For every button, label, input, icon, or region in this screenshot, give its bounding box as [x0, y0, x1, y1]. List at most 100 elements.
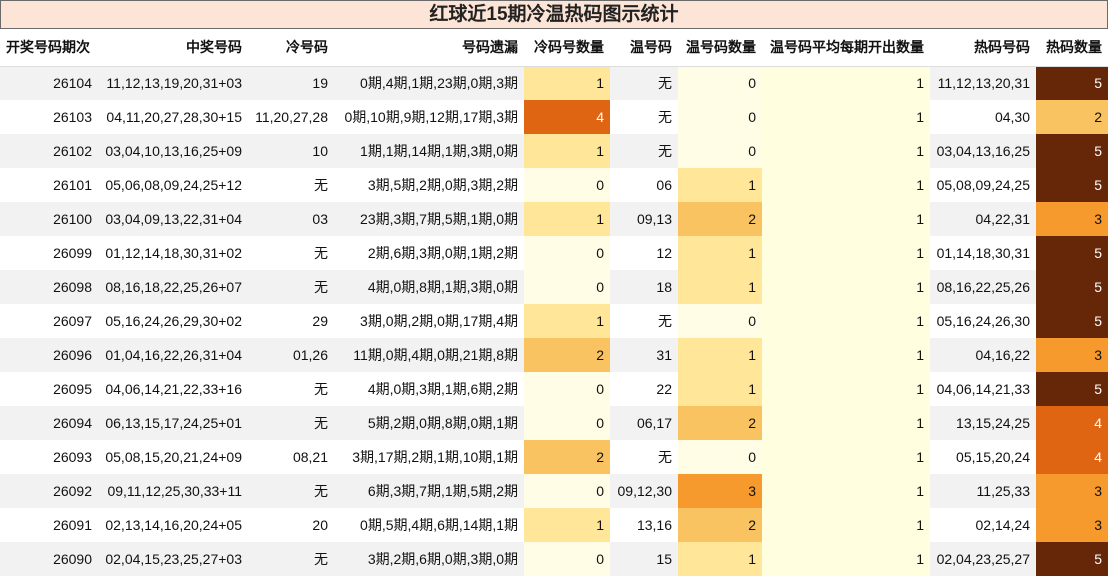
- winning-numbers-cell: 04,06,14,21,22,33+16: [98, 372, 248, 406]
- warm-average-cell: 1: [762, 406, 930, 440]
- warm-numbers-cell: 无: [610, 66, 678, 100]
- cold-count-cell: 1: [524, 304, 610, 338]
- winning-numbers-cell: 05,16,24,26,29,30+02: [98, 304, 248, 338]
- hot-numbers-cell: 08,16,22,25,26: [930, 270, 1036, 304]
- cold-count-cell: 4: [524, 100, 610, 134]
- cold-numbers-cell: 03: [248, 202, 334, 236]
- table-row: 26098 08,16,18,22,25,26+07 无 4期,0期,8期,1期,3期…: [0, 270, 1108, 304]
- winning-numbers-cell: 01,04,16,22,26,31+04: [98, 338, 248, 372]
- hot-numbers-cell: 02,14,24: [930, 508, 1036, 542]
- cold-numbers-cell: 无: [248, 168, 334, 202]
- hot-count-cell: 4: [1036, 440, 1108, 474]
- issue-cell: 26094: [0, 406, 98, 440]
- warm-average-cell: 1: [762, 440, 930, 474]
- hot-count-cell: 5: [1036, 134, 1108, 168]
- missing-cell: 23期,3期,7期,5期,1期,0期: [334, 202, 524, 236]
- hot-numbers-cell: 04,06,14,21,33: [930, 372, 1036, 406]
- warm-count-cell: 1: [678, 168, 762, 202]
- warm-average-cell: 1: [762, 202, 930, 236]
- header-warm-average: 温号码平均每期开出数量: [762, 29, 930, 66]
- hot-count-cell: 5: [1036, 236, 1108, 270]
- warm-numbers-cell: 06: [610, 168, 678, 202]
- warm-count-cell: 0: [678, 440, 762, 474]
- warm-average-cell: 1: [762, 134, 930, 168]
- cold-count-cell: 0: [524, 168, 610, 202]
- missing-cell: 0期,5期,4期,6期,14期,1期: [334, 508, 524, 542]
- warm-count-cell: 0: [678, 304, 762, 338]
- header-winning-numbers: 中奖号码: [98, 29, 248, 66]
- warm-count-cell: 2: [678, 202, 762, 236]
- missing-cell: 3期,2期,6期,0期,3期,0期: [334, 542, 524, 576]
- warm-count-cell: 1: [678, 542, 762, 576]
- warm-average-cell: 1: [762, 168, 930, 202]
- winning-numbers-cell: 03,04,10,13,16,25+09: [98, 134, 248, 168]
- missing-cell: 3期,0期,2期,0期,17期,4期: [334, 304, 524, 338]
- cold-count-cell: 1: [524, 134, 610, 168]
- missing-cell: 0期,10期,9期,12期,17期,3期: [334, 100, 524, 134]
- cold-count-cell: 0: [524, 406, 610, 440]
- cold-count-cell: 2: [524, 440, 610, 474]
- winning-numbers-cell: 03,04,09,13,22,31+04: [98, 202, 248, 236]
- issue-cell: 26096: [0, 338, 98, 372]
- table-row: 26101 05,06,08,09,24,25+12 无 3期,5期,2期,0期,3期…: [0, 168, 1108, 202]
- cold-numbers-cell: 01,26: [248, 338, 334, 372]
- warm-numbers-cell: 无: [610, 440, 678, 474]
- table-row: 26094 06,13,15,17,24,25+01 无 5期,2期,0期,8期,0期…: [0, 406, 1108, 440]
- missing-cell: 5期,2期,0期,8期,0期,1期: [334, 406, 524, 440]
- warm-count-cell: 0: [678, 66, 762, 100]
- cold-count-cell: 1: [524, 66, 610, 100]
- cold-numbers-cell: 20: [248, 508, 334, 542]
- hot-numbers-cell: 04,30: [930, 100, 1036, 134]
- hot-numbers-cell: 04,16,22: [930, 338, 1036, 372]
- cold-count-cell: 1: [524, 202, 610, 236]
- warm-numbers-cell: 无: [610, 100, 678, 134]
- table-row: 26099 01,12,14,18,30,31+02 无 2期,6期,3期,0期,1期…: [0, 236, 1108, 270]
- cold-count-cell: 0: [524, 270, 610, 304]
- header-cold-numbers: 冷号码: [248, 29, 334, 66]
- hot-numbers-cell: 01,14,18,30,31: [930, 236, 1036, 270]
- warm-numbers-cell: 09,12,30: [610, 474, 678, 508]
- warm-average-cell: 1: [762, 508, 930, 542]
- warm-numbers-cell: 15: [610, 542, 678, 576]
- warm-count-cell: 3: [678, 474, 762, 508]
- header-hot-numbers: 热码号码: [930, 29, 1036, 66]
- cold-numbers-cell: 29: [248, 304, 334, 338]
- hot-numbers-cell: 13,15,24,25: [930, 406, 1036, 440]
- warm-average-cell: 1: [762, 236, 930, 270]
- warm-count-cell: 0: [678, 100, 762, 134]
- table-row: 26103 04,11,20,27,28,30+15 11,20,27,28 0期,1…: [0, 100, 1108, 134]
- table-row: 26091 02,13,14,16,20,24+05 20 0期,5期,4期,6期,1…: [0, 508, 1108, 542]
- winning-numbers-cell: 08,16,18,22,25,26+07: [98, 270, 248, 304]
- winning-numbers-cell: 09,11,12,25,30,33+11: [98, 474, 248, 508]
- cold-numbers-cell: 08,21: [248, 440, 334, 474]
- header-row: 开奖号码期次 中奖号码 冷号码 号码遗漏 冷码号数量 温号码 温号码数量 温号码…: [0, 29, 1108, 66]
- warm-average-cell: 1: [762, 372, 930, 406]
- table-row: 26100 03,04,09,13,22,31+04 03 23期,3期,7期,5期,…: [0, 202, 1108, 236]
- winning-numbers-cell: 04,11,20,27,28,30+15: [98, 100, 248, 134]
- table-row: 26095 04,06,14,21,22,33+16 无 4期,0期,3期,1期,6期…: [0, 372, 1108, 406]
- table-body: 26104 11,12,13,19,20,31+03 19 0期,4期,1期,23期,…: [0, 66, 1108, 576]
- cold-numbers-cell: 11,20,27,28: [248, 100, 334, 134]
- warm-numbers-cell: 无: [610, 134, 678, 168]
- header-warm-numbers: 温号码: [610, 29, 678, 66]
- hot-numbers-cell: 11,25,33: [930, 474, 1036, 508]
- hot-count-cell: 3: [1036, 338, 1108, 372]
- cold-numbers-cell: 无: [248, 236, 334, 270]
- warm-numbers-cell: 13,16: [610, 508, 678, 542]
- table-row: 26093 05,08,15,20,21,24+09 08,21 3期,17期,2期,…: [0, 440, 1108, 474]
- cold-count-cell: 1: [524, 508, 610, 542]
- issue-cell: 26091: [0, 508, 98, 542]
- hot-count-cell: 5: [1036, 304, 1108, 338]
- warm-numbers-cell: 12: [610, 236, 678, 270]
- table-row: 26097 05,16,24,26,29,30+02 29 3期,0期,2期,0期,1…: [0, 304, 1108, 338]
- warm-average-cell: 1: [762, 474, 930, 508]
- issue-cell: 26097: [0, 304, 98, 338]
- warm-average-cell: 1: [762, 338, 930, 372]
- table-row: 26104 11,12,13,19,20,31+03 19 0期,4期,1期,23期,…: [0, 66, 1108, 100]
- hot-count-cell: 3: [1036, 508, 1108, 542]
- table-row: 26096 01,04,16,22,26,31+04 01,26 11期,0期,4期,…: [0, 338, 1108, 372]
- table-row: 26102 03,04,10,13,16,25+09 10 1期,1期,14期,1期,…: [0, 134, 1108, 168]
- header-issue: 开奖号码期次: [0, 29, 98, 66]
- warm-average-cell: 1: [762, 304, 930, 338]
- winning-numbers-cell: 02,04,15,23,25,27+03: [98, 542, 248, 576]
